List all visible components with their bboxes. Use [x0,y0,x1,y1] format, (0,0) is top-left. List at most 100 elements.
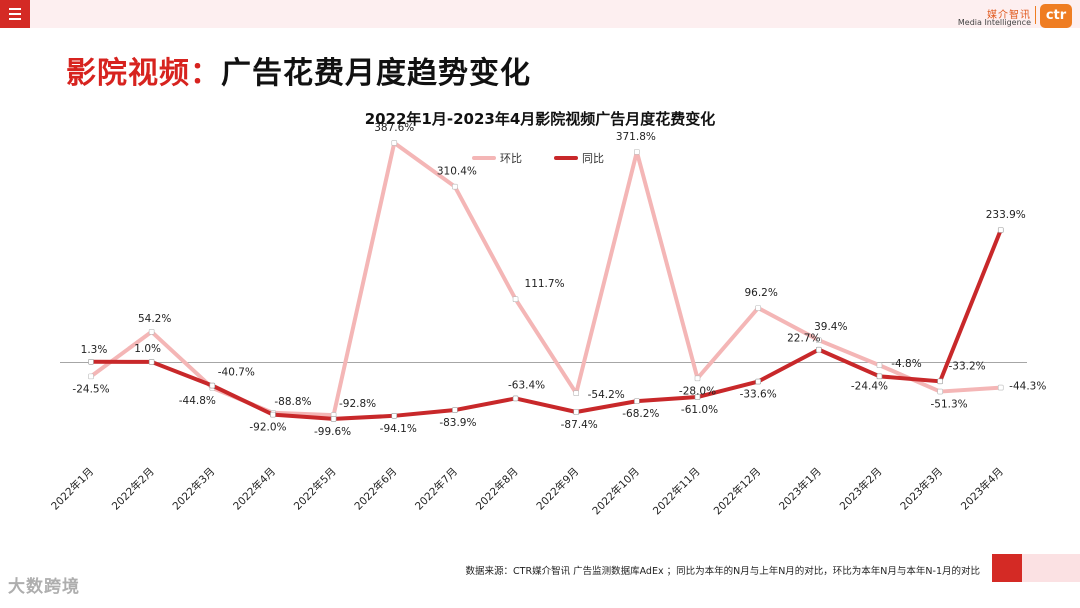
data-point [997,384,1004,391]
logo-divider [1035,6,1036,24]
hamburger-icon-line [9,8,21,10]
data-label-mom: -28.0% [679,385,716,397]
x-tick-label: 2022年9月 [534,465,582,513]
data-label-mom: -88.8% [274,396,311,408]
top-bar [0,0,1080,28]
data-point [694,375,701,382]
data-point [88,373,94,380]
data-label-mom: 96.2% [744,287,777,299]
data-label-yoy: -68.2% [622,408,659,420]
data-point [634,149,640,155]
data-label-yoy: -33.2% [949,360,986,372]
chart-title: 2022年1月-2023年4月影院视频广告月度花费变化 [364,110,716,128]
data-point [512,296,519,303]
page-title-suffix: 广告花费月度趋势变化 [221,56,531,91]
data-point [452,407,458,413]
legend-label: 环比 [500,152,522,165]
data-point [755,378,761,385]
data-point [573,390,580,397]
x-tick-label: 2022年5月 [291,465,339,513]
data-label-yoy: -94.1% [380,423,417,435]
data-label-yoy: -40.7% [218,367,255,379]
data-point [694,394,701,400]
data-label-mom: 111.7% [525,278,565,290]
data-point [88,358,94,365]
data-source-note: 数据来源：CTR媒介智讯 广告监测数据库AdEx ；同比为本年的N月与上年N月的… [465,566,980,577]
data-point [391,413,398,419]
logo-chinese: 媒介智讯 [987,10,1031,21]
x-tick-label: 2022年12月 [711,465,763,517]
footer-accent [992,554,1022,582]
data-label-mom: 39.4% [814,321,847,333]
legend-label: 同比 [582,152,604,165]
x-tick-label: 2022年11月 [650,465,702,517]
page-title: 影院视频：广告花费月度趋势变化 [66,48,531,92]
x-tick-label: 2022年10月 [590,465,642,517]
watermark: 大数跨境 [8,577,80,597]
data-point [391,140,398,146]
data-point [573,409,580,415]
data-label-yoy: 1.3% [81,344,108,356]
data-point [148,328,155,335]
data-label-yoy: -99.6% [314,426,351,438]
x-tick-label: 2023年1月 [776,465,824,513]
data-point [815,346,822,353]
data-label-mom: 387.6% [374,122,414,134]
data-point [148,359,155,365]
data-point [634,398,640,404]
menu-button[interactable] [0,0,30,28]
data-point [270,411,276,418]
data-label-yoy: -61.0% [681,404,718,416]
hamburger-icon-line [9,13,21,15]
x-tick-label: 2022年3月 [170,465,218,513]
page-title-prefix: 影院视频： [66,56,221,91]
data-point [876,373,883,380]
x-tick-label: 2022年8月 [473,465,521,513]
data-point [876,362,883,369]
data-point [330,416,337,422]
ctr-logo: ctr [1040,4,1072,28]
data-label-mom: -92.8% [339,398,376,410]
data-label-yoy: -33.6% [740,389,777,401]
x-tick-label: 2022年6月 [352,465,400,513]
data-point [937,388,943,395]
x-tick-label: 2023年4月 [958,465,1006,513]
x-tick-label: 2023年3月 [898,465,946,513]
data-label-yoy: 22.7% [787,333,820,345]
data-point [209,382,216,389]
data-point [452,183,458,190]
footer-bar [1022,554,1080,582]
data-label-mom: -44.3% [1009,381,1046,393]
x-tick-label: 2022年2月 [109,465,157,513]
x-tick-label: 2022年7月 [412,465,460,513]
data-point [755,305,761,311]
data-label-mom: 310.4% [437,166,477,178]
logo-english: Media Intelligence [957,18,1031,27]
data-label-yoy: -24.4% [851,380,888,392]
data-label-mom: -24.5% [72,383,109,395]
data-label-yoy: 233.9% [986,209,1026,221]
data-label-mom: 54.2% [138,313,171,325]
data-label-yoy: 1.0% [134,343,161,355]
x-tick-label: 2023年2月 [837,465,885,513]
data-label-yoy: -92.0% [249,422,286,434]
data-label-yoy: -87.4% [561,419,598,431]
data-point [937,378,943,385]
x-tick-label: 2022年1月 [48,465,96,513]
data-point [815,337,822,343]
data-label-yoy: -63.4% [508,379,545,391]
legend-swatch [472,156,496,166]
x-tick-label: 2022年4月 [230,465,278,513]
data-label-mom: 371.8% [616,131,656,143]
data-label-yoy: -83.9% [439,417,476,429]
data-label-mom: -51.3% [931,399,968,411]
hamburger-icon-line [9,18,21,20]
legend-swatch [554,156,578,166]
data-label-mom: -54.2% [588,389,625,401]
data-point [997,227,1004,233]
data-point [512,395,519,402]
data-label-mom: -44.8% [179,395,216,407]
series-line-2 [89,227,1003,421]
data-label-mom: -4.8% [891,358,921,370]
